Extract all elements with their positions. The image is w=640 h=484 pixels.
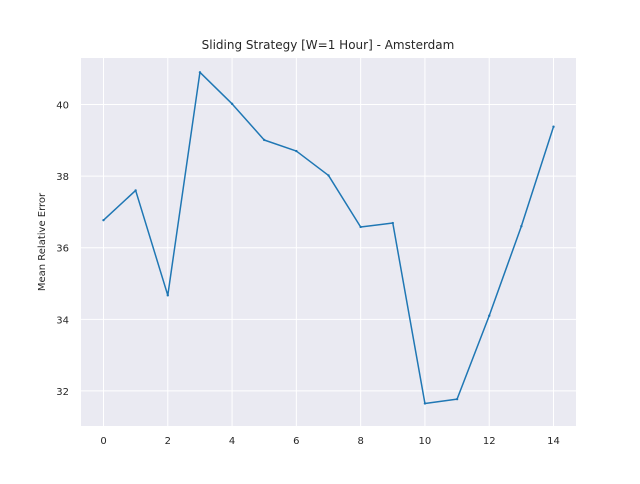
data-point [295,149,298,153]
x-tick-label: 10 [419,436,432,447]
data-point [391,221,394,225]
data-point [520,225,523,228]
x-tick-label: 14 [547,436,560,447]
x-tick-label: 12 [483,436,496,447]
plot-area [81,58,576,426]
data-point [230,102,234,106]
y-tick-label: 34 [56,315,69,326]
data-point [423,402,427,405]
x-tick-label: 6 [293,436,299,447]
data-point [488,314,491,317]
data-point [327,174,330,177]
x-tick-label: 8 [357,436,363,447]
data-point [102,218,105,222]
y-tick-label: 32 [56,387,69,398]
y-tick-label: 40 [56,101,69,112]
grid-lines [81,58,576,426]
series-group [102,71,555,405]
data-point [134,189,137,192]
tick-labels: 0 2 4 6 8 10 12 14 32 34 36 38 40 [56,101,560,447]
y-axis-title: Mean Relative Error [37,192,48,291]
y-tick-label: 38 [56,172,69,183]
data-point [166,294,169,297]
data-point [263,138,266,142]
y-tick-label: 36 [56,244,69,255]
x-tick-label: 0 [100,436,106,447]
chart-title: Sliding Strategy [W=1 Hour] - Amsterdam [202,38,455,52]
data-point [198,71,202,74]
data-point [359,225,362,229]
data-point [552,125,555,128]
x-tick-label: 2 [165,436,171,447]
x-tick-label: 4 [229,436,235,447]
data-point [455,397,459,401]
